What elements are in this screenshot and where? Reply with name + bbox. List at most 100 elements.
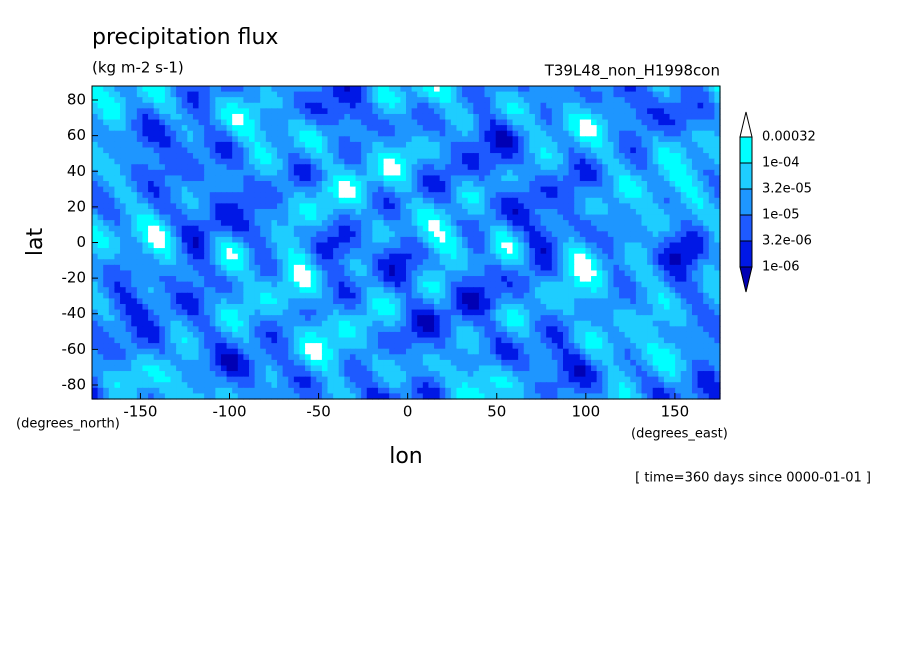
field-cell [658, 130, 665, 137]
field-cell [265, 175, 273, 182]
field-cell [383, 253, 390, 260]
field-cell [394, 326, 401, 333]
field-cell [159, 169, 166, 177]
field-cell [495, 236, 502, 244]
field-cell [305, 86, 312, 93]
field-cell [277, 208, 284, 216]
field-cell [417, 197, 424, 204]
field-cell [428, 113, 435, 121]
field-cell [170, 164, 177, 171]
field-cell [181, 303, 188, 311]
field-cell [680, 158, 687, 165]
field-cell [327, 125, 334, 132]
field-cell [142, 113, 149, 121]
field-cell [596, 203, 603, 210]
field-cell [652, 130, 659, 137]
field-cell [478, 214, 486, 221]
field-cell [669, 208, 676, 216]
field-cell [237, 320, 244, 327]
field-cell [271, 225, 278, 232]
field-cell [333, 264, 340, 272]
field-cell [557, 192, 564, 199]
field-cell [271, 270, 278, 277]
field-cell [237, 113, 244, 121]
field-cell [383, 86, 390, 93]
field-cell [254, 292, 261, 299]
field-cell [523, 326, 530, 333]
field-cell [534, 192, 542, 199]
field-cell [602, 147, 609, 154]
field-cell [445, 236, 452, 244]
field-cell [108, 169, 116, 177]
field-cell [103, 309, 110, 316]
field-cell [361, 225, 368, 232]
field-cell [445, 186, 452, 193]
field-cell [568, 141, 575, 149]
field-cell [361, 175, 368, 182]
field-cell [462, 231, 469, 238]
field-cell [192, 225, 200, 232]
field-cell [400, 309, 407, 316]
field-cell [344, 231, 351, 238]
field-cell [220, 231, 228, 238]
field-cell [607, 326, 615, 333]
field-cell [131, 125, 138, 132]
field-cell [703, 220, 710, 227]
field-cell [305, 153, 312, 160]
field-cell [237, 108, 244, 115]
field-cell [495, 197, 502, 204]
field-cell [630, 130, 637, 137]
field-cell [310, 86, 317, 93]
field-cell [215, 113, 222, 121]
field-cell [647, 220, 654, 227]
field-cell [663, 315, 671, 322]
field-cell [484, 158, 491, 165]
field-cell [282, 309, 289, 316]
field-cell [417, 130, 424, 137]
field-cell [366, 203, 373, 210]
field-cell [355, 287, 362, 294]
field-cell [596, 298, 603, 305]
field-cell [557, 236, 564, 244]
field-cell [361, 259, 368, 266]
field-cell [462, 136, 469, 143]
field-cell [591, 147, 598, 154]
field-cell [237, 153, 244, 160]
field-cell [635, 298, 643, 305]
field-cell [686, 86, 693, 93]
field-cell [394, 320, 401, 327]
field-cell [691, 102, 699, 109]
field-cell [394, 119, 401, 126]
field-cell [400, 326, 407, 333]
field-cell [557, 86, 564, 93]
field-cell [209, 175, 216, 182]
field-cell [456, 197, 463, 204]
field-cell [198, 203, 205, 210]
field-cell [243, 303, 250, 311]
field-cell [417, 86, 424, 93]
field-cell [568, 242, 575, 249]
field-cell [153, 208, 160, 216]
field-cell [647, 141, 654, 149]
field-cell [103, 326, 110, 333]
field-cell [546, 270, 553, 277]
field-cell [428, 158, 435, 165]
field-cell [254, 276, 261, 283]
field-cell [305, 264, 312, 272]
field-cell [338, 281, 345, 288]
field-cell [187, 175, 194, 182]
field-cell [243, 220, 250, 227]
field-cell [209, 242, 216, 249]
field-cell [540, 242, 547, 249]
field-cell [450, 91, 458, 98]
field-cell [428, 231, 435, 238]
field-cell [456, 315, 463, 322]
field-cell [478, 231, 486, 238]
field-cell [131, 303, 138, 311]
field-cell [349, 276, 357, 283]
field-cell [226, 175, 233, 182]
field-cell [237, 192, 244, 199]
field-cell [691, 298, 699, 305]
field-cell [377, 169, 385, 177]
field-cell [164, 281, 172, 288]
